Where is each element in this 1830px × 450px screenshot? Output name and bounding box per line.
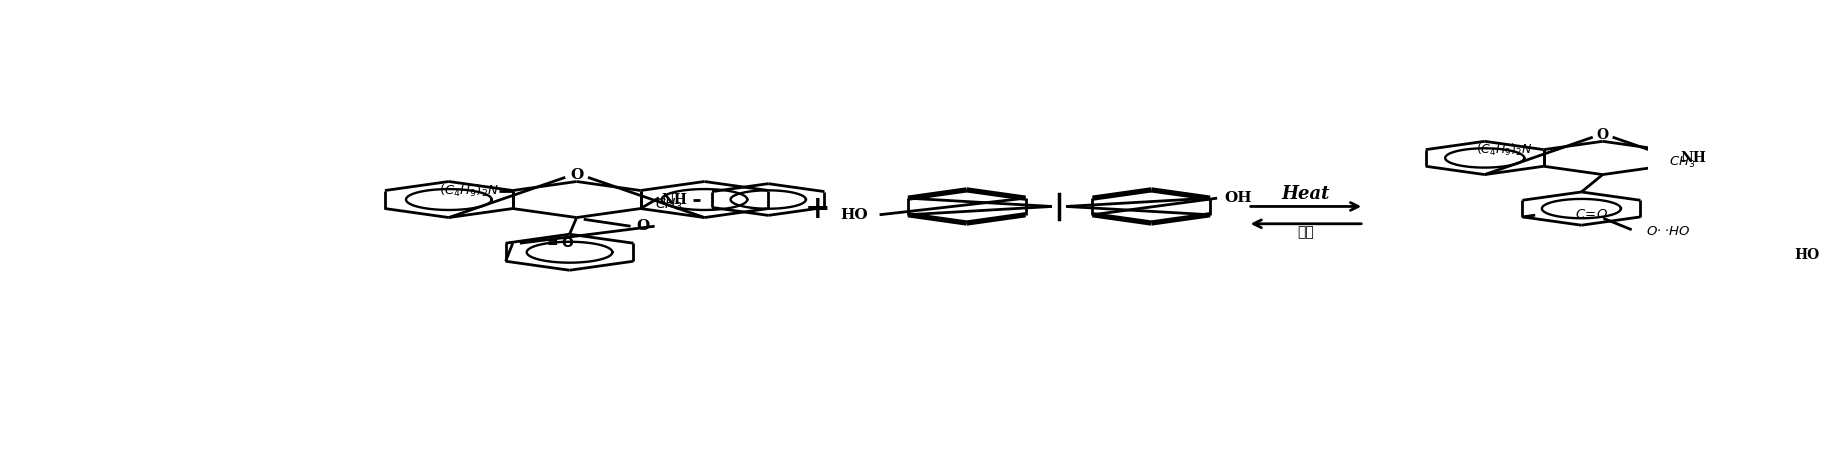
Text: O: O [1596, 128, 1609, 142]
Text: O: O [569, 168, 584, 182]
Text: $O\!\cdot\!\cdot\!HO$: $O\!\cdot\!\cdot\!HO$ [1645, 225, 1689, 238]
Text: $CH_3$: $CH_3$ [655, 197, 683, 213]
Text: NH: NH [661, 193, 688, 207]
Text: HO: HO [1793, 248, 1819, 261]
Text: 가열: 가열 [1297, 225, 1314, 239]
Text: $CH_3$: $CH_3$ [1667, 155, 1695, 171]
Text: O: O [635, 219, 650, 233]
Text: Heat: Heat [1281, 185, 1329, 203]
Text: $\mathbf{=O}$: $\mathbf{=O}$ [544, 236, 575, 250]
Text: NH: NH [1680, 151, 1706, 165]
Text: +: + [805, 194, 831, 225]
Text: $C\!=\!O$: $C\!=\!O$ [1574, 207, 1607, 220]
Text: OH: OH [1224, 191, 1252, 205]
Text: $(C_4H_9)_2N$: $(C_4H_9)_2N$ [1475, 142, 1532, 158]
Text: $(C_4H_9)_2N$: $(C_4H_9)_2N$ [439, 182, 498, 198]
Text: HO: HO [840, 208, 867, 222]
